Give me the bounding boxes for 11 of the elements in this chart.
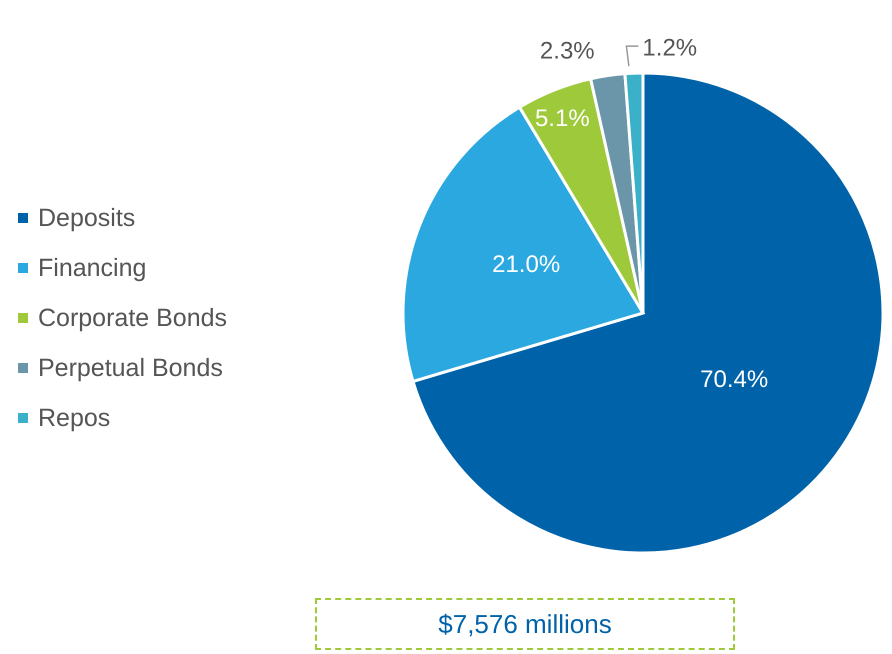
data-label: 2.3% [540,37,595,64]
legend-label: Financing [38,254,146,282]
legend-label: Corporate Bonds [38,304,228,332]
legend-label: Deposits [38,204,136,232]
data-label: 5.1% [534,105,590,132]
data-label: 1.2% [642,34,698,62]
legend-label: Repos [38,404,110,432]
text: $7,576 millions [315,598,735,650]
data-label: 21.0% [492,251,560,278]
data-label: 70.4% [700,366,768,394]
legend-label: Perpetual Bonds [38,354,223,382]
